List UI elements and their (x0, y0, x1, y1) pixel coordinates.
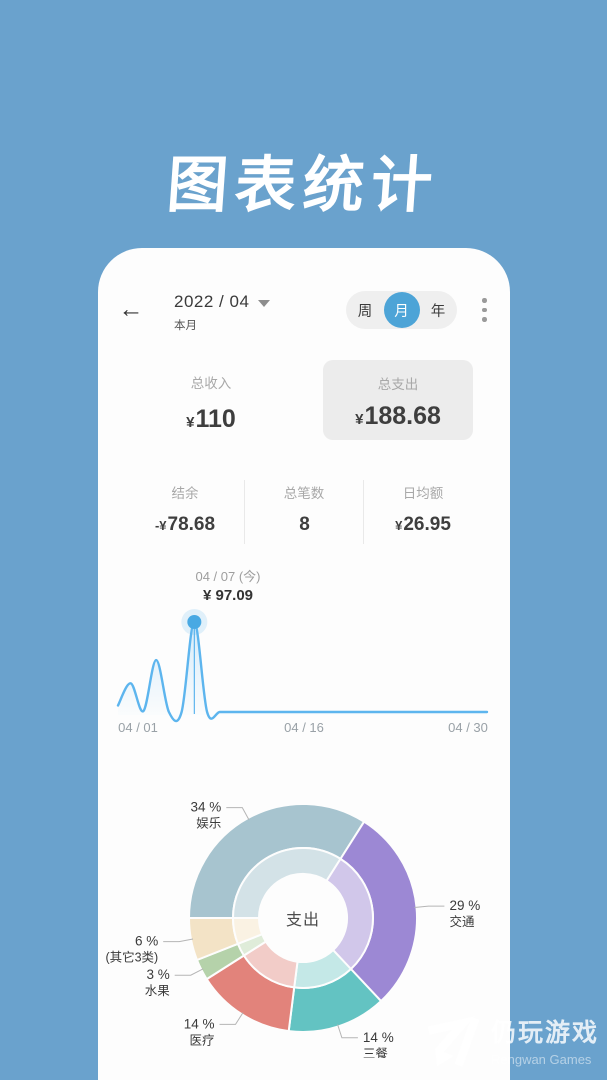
dot-icon (482, 307, 487, 312)
pie-label-娱乐: 34 %娱乐 (191, 800, 222, 831)
tab-week[interactable]: 周 (357, 303, 373, 320)
line-area-fill (118, 622, 487, 722)
rengwan-logo-icon (427, 1016, 480, 1067)
x-tick: 04 / 30 (448, 720, 488, 735)
more-menu-button[interactable] (480, 296, 489, 324)
dot-icon (482, 317, 487, 322)
back-button[interactable]: ← (116, 294, 146, 324)
stats-card: ← 2022 / 04 本月 周 月 年 总收入 ¥110 总支出 ¥188.6… (98, 248, 510, 1080)
stat-value: ¥26.95 (395, 514, 451, 535)
donut-center-label: 支出 (285, 912, 321, 929)
stat-label: 总支出 (377, 377, 419, 392)
pie-leader-line (163, 938, 194, 943)
pie-leader-line (414, 905, 445, 908)
period-selector[interactable]: 2022 / 04 本月 (174, 292, 271, 333)
stat-value: -¥78.68 (154, 514, 216, 535)
daily-expense-line-chart[interactable] (98, 560, 510, 750)
arrow-left-icon: ← (118, 294, 144, 323)
period-tabs: 周 月 年 (346, 291, 457, 329)
line-series (116, 620, 489, 723)
stat-label: 总收入 (190, 376, 232, 391)
watermark-name-en: Rengwan Games (490, 1052, 592, 1067)
daily-average-stat: 日均额 ¥26.95 (364, 480, 482, 544)
tab-month[interactable]: 月 (383, 292, 420, 328)
pie-leader-line (226, 807, 250, 821)
stat-value: 8 (299, 514, 310, 535)
chart-highlight-dot[interactable] (187, 615, 202, 629)
stat-label: 日均额 (402, 486, 444, 501)
pie-label-交通: 29 %交通 (449, 898, 480, 929)
total-expense-stat[interactable]: 总支出 ¥188.68 (323, 360, 473, 440)
period-label: 2022 / 04 (174, 292, 250, 311)
summary-row: 结余 -¥78.68 总笔数 8 日均额 ¥26.95 (126, 480, 482, 544)
pie-label-医疗: 14 %医疗 (184, 1016, 215, 1047)
pie-leader-line (219, 1012, 244, 1025)
stat-value: ¥110 (186, 405, 236, 433)
pie-leader-line (174, 968, 204, 976)
stat-value: ¥188.68 (355, 402, 441, 430)
stat-label: 总笔数 (283, 486, 325, 501)
x-tick: 04 / 16 (284, 720, 324, 735)
x-tick: 04 / 01 (118, 720, 158, 735)
chart-highlight-annotation: 04 / 07 (今) ¥ 97.09 (195, 566, 260, 604)
expense-category-donut-chart[interactable]: 34 %娱乐 29 %交通 14 %三餐 14 %医疗 3 %水果6 % (其它3类) (98, 788, 510, 1058)
period-subtitle: 本月 (174, 320, 197, 332)
pie-label-水果: 3 %水果 (145, 967, 171, 998)
watermark-name-cn: 仍玩游戏 (490, 1019, 599, 1047)
highlight-date: 04 / 07 (今) (195, 569, 261, 584)
dot-icon (482, 298, 487, 303)
balance-stat: 结余 -¥78.68 (126, 480, 244, 544)
donut-center (259, 874, 347, 962)
pie-leader-line (337, 1024, 358, 1039)
pie-label-三餐: 14 %三餐 (363, 1030, 394, 1058)
highlight-value: ¥ 97.09 (202, 587, 254, 604)
stat-label: 结余 (171, 486, 199, 501)
transaction-count-stat: 总笔数 8 (244, 480, 364, 544)
pie-label-(其它3类): 6 % (其它3类) (105, 934, 158, 965)
page-title: 图表统计 (164, 150, 442, 219)
total-income-stat[interactable]: 总收入 ¥110 (136, 372, 286, 434)
chevron-down-icon (258, 300, 271, 307)
tab-year[interactable]: 年 (430, 303, 446, 320)
watermark: 仍玩游戏 Rengwan Games (421, 1010, 599, 1070)
